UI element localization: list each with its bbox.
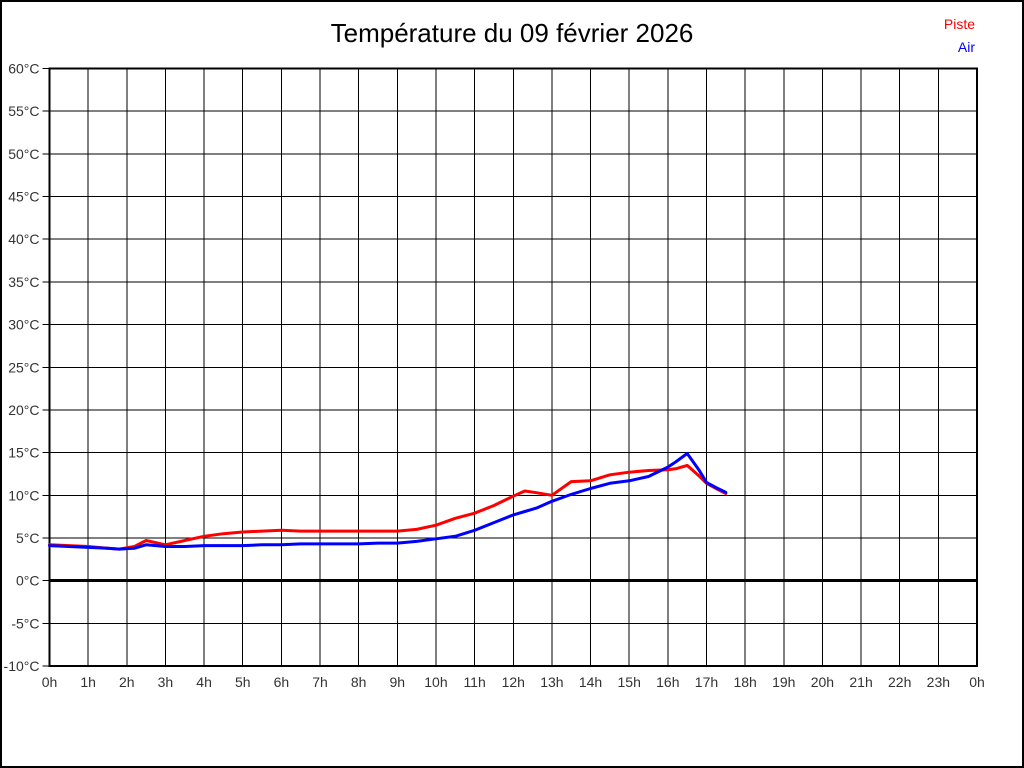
air-series-line bbox=[48, 452, 728, 551]
y-tick-label: 30°C bbox=[8, 317, 39, 333]
x-tick-label: 16h bbox=[656, 674, 679, 690]
y-tick-label: 20°C bbox=[8, 402, 39, 418]
y-tick-label: 25°C bbox=[8, 359, 39, 375]
x-tick-label: 22h bbox=[888, 674, 911, 690]
x-tick-label: 7h bbox=[312, 674, 328, 690]
x-tick-label: 2h bbox=[119, 674, 135, 690]
x-tick-label: 23h bbox=[927, 674, 950, 690]
x-tick-label: 1h bbox=[80, 674, 96, 690]
y-tick-label: -10°C bbox=[4, 658, 40, 674]
x-tick-label: 12h bbox=[502, 674, 525, 690]
x-tick-label: 9h bbox=[390, 674, 406, 690]
y-tick-label: 35°C bbox=[8, 274, 39, 290]
y-tick-label: 10°C bbox=[8, 487, 39, 503]
y-tick-label: 45°C bbox=[8, 189, 39, 205]
x-tick-label: 10h bbox=[424, 674, 447, 690]
x-tick-label: 15h bbox=[618, 674, 641, 690]
y-tick-label: 55°C bbox=[8, 103, 39, 119]
x-tick-label: 5h bbox=[235, 674, 251, 690]
x-tick-label: 13h bbox=[540, 674, 563, 690]
y-tick-label: 60°C bbox=[8, 61, 39, 77]
y-tick-label: 5°C bbox=[16, 530, 40, 546]
x-tick-label: 21h bbox=[849, 674, 872, 690]
plot-frame bbox=[48, 67, 978, 667]
y-tick-label: 15°C bbox=[8, 445, 39, 461]
y-tick-label: 0°C bbox=[16, 573, 40, 589]
legend-item-piste: Piste bbox=[943, 16, 975, 32]
x-tick-label: 19h bbox=[772, 674, 795, 690]
x-tick-label: 18h bbox=[733, 674, 756, 690]
x-tick-label: 4h bbox=[196, 674, 212, 690]
y-tick-label: 40°C bbox=[8, 231, 39, 247]
x-tick-label: 14h bbox=[579, 674, 602, 690]
y-tick-label: 50°C bbox=[8, 146, 39, 162]
y-tick-label: -5°C bbox=[11, 615, 39, 631]
piste-series-line bbox=[48, 463, 728, 551]
x-tick-label: 0h bbox=[969, 674, 985, 690]
legend-item-air: Air bbox=[957, 39, 975, 55]
legend: Piste Air bbox=[944, 13, 975, 59]
x-tick-label: 3h bbox=[158, 674, 174, 690]
x-tick-label: 8h bbox=[351, 674, 367, 690]
x-tick-label: 6h bbox=[274, 674, 290, 690]
x-tick-label: 20h bbox=[811, 674, 834, 690]
x-tick-label: 11h bbox=[463, 674, 485, 690]
x-tick-label: 17h bbox=[695, 674, 718, 690]
x-tick-label: 0h bbox=[42, 674, 58, 690]
chart-title: Température du 09 février 2026 bbox=[330, 18, 694, 48]
